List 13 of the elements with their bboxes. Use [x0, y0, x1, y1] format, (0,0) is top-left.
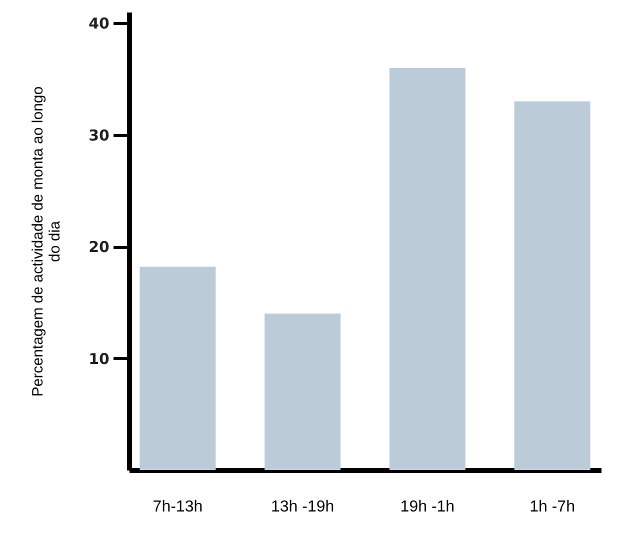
y-tick-label: 10 — [88, 350, 110, 368]
y-tick-label: 30 — [88, 126, 110, 144]
y-tick-label: 40 — [88, 14, 110, 33]
bar — [264, 314, 341, 470]
bar — [389, 68, 466, 470]
x-tick-label: 19h -1h — [400, 498, 455, 516]
x-tick-label: 13h -19h — [270, 498, 334, 516]
bar — [514, 101, 590, 470]
bar — [140, 266, 216, 470]
x-tick-label: 7h-13h — [152, 498, 203, 516]
y-tick-label: 20 — [88, 238, 110, 256]
x-tick-label: 1h -7h — [530, 498, 575, 516]
y-axis-title: Percentagem de actividade de monta ao longo do dia — [30, 86, 64, 397]
